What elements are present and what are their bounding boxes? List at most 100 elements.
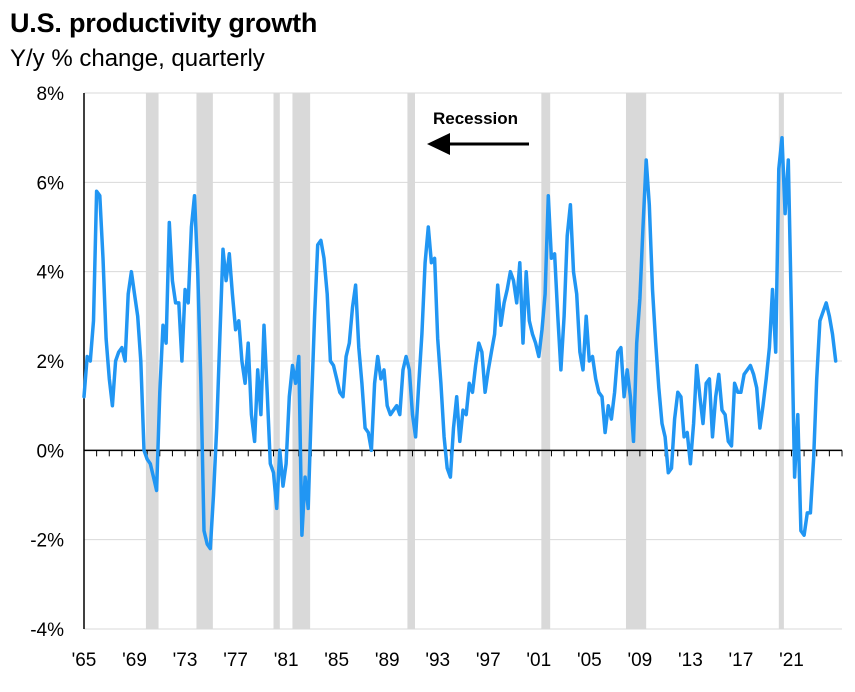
- data-point: [610, 418, 613, 420]
- data-point: [253, 440, 256, 442]
- data-point: [225, 280, 227, 282]
- data-point: [389, 414, 391, 416]
- data-point: [547, 195, 549, 197]
- data-point: [535, 342, 537, 344]
- data-point: [130, 271, 132, 273]
- data-point: [740, 391, 742, 393]
- data-point: [670, 467, 673, 469]
- data-point: [683, 436, 685, 438]
- data-point: [664, 436, 666, 438]
- data-point: [187, 302, 189, 304]
- data-point: [806, 512, 808, 514]
- x-axis-ticks: '65 '69 '73 '77 '81 '85 '89 '93 '97 '01 '05 '09 '13 '…: [72, 450, 843, 671]
- x-tick-label: '65: [72, 650, 97, 671]
- data-point: [819, 320, 821, 322]
- data-point: [724, 414, 726, 416]
- data-point: [459, 440, 461, 442]
- data-point: [468, 382, 470, 384]
- data-point: [519, 262, 521, 264]
- data-point: [320, 239, 322, 241]
- data-point: [721, 409, 723, 411]
- data-point: [272, 472, 275, 474]
- data-point: [152, 476, 155, 478]
- data-point: [266, 391, 268, 393]
- data-point: [291, 364, 294, 367]
- data-point: [392, 409, 395, 411]
- data-point: [471, 391, 474, 393]
- data-point: [629, 396, 631, 398]
- data-point: [825, 302, 827, 304]
- data-point: [313, 315, 316, 317]
- data-point: [282, 485, 284, 487]
- data-point: [639, 297, 641, 300]
- data-point: [342, 396, 344, 398]
- data-point: [108, 378, 110, 380]
- data-point: [124, 360, 126, 362]
- data-point: [348, 342, 350, 344]
- data-point: [661, 422, 663, 425]
- data-point: [475, 364, 477, 367]
- x-tick-label: '89: [375, 650, 400, 671]
- data-point: [803, 534, 805, 536]
- data-point: [749, 364, 752, 367]
- data-point: [702, 422, 704, 425]
- data-point: [784, 213, 786, 215]
- data-point: [159, 391, 161, 393]
- y-tick-label: 0%: [37, 441, 65, 462]
- x-tick-label: '05: [577, 650, 602, 671]
- data-point: [111, 405, 114, 407]
- data-point: [127, 293, 129, 295]
- data-point: [260, 414, 262, 416]
- data-point: [427, 226, 429, 228]
- data-point: [206, 543, 208, 545]
- series-layer: [82, 135, 838, 551]
- data-point: [102, 257, 104, 259]
- data-point: [263, 324, 265, 326]
- data-point: [133, 293, 136, 295]
- data-point: [307, 507, 309, 509]
- data-point: [692, 422, 695, 425]
- data-point: [576, 293, 578, 295]
- y-tick-label: 4%: [37, 263, 65, 284]
- data-point: [648, 204, 650, 206]
- data-point: [279, 449, 281, 451]
- data-point: [512, 280, 515, 282]
- data-point: [598, 391, 600, 393]
- data-point: [503, 302, 505, 304]
- data-point: [408, 369, 410, 371]
- data-point: [370, 449, 373, 451]
- data-point: [560, 369, 562, 371]
- data-point: [516, 302, 518, 304]
- data-point: [396, 405, 398, 407]
- data-point: [373, 382, 376, 384]
- data-point: [768, 347, 770, 349]
- data-point: [174, 302, 177, 304]
- x-tick-label: '69: [122, 650, 147, 671]
- data-point: [241, 360, 243, 362]
- data-point: [809, 512, 812, 514]
- data-point: [304, 476, 306, 478]
- data-point: [831, 333, 834, 335]
- data-point: [614, 391, 616, 393]
- data-point: [83, 396, 85, 398]
- data-point: [715, 396, 717, 398]
- x-tick-label: '09: [627, 650, 652, 671]
- data-point: [781, 137, 783, 139]
- data-point: [168, 221, 170, 224]
- data-point: [787, 159, 789, 161]
- x-tick-label: '81: [274, 650, 299, 671]
- data-point: [257, 369, 259, 371]
- data-point: [399, 414, 401, 416]
- data-point: [604, 431, 606, 434]
- data-point: [522, 342, 524, 344]
- data-point: [677, 391, 679, 393]
- data-point: [415, 436, 417, 438]
- data-point: [607, 405, 609, 407]
- data-point: [355, 284, 357, 286]
- x-tick-label: '13: [678, 650, 703, 671]
- data-point: [686, 431, 688, 434]
- data-point: [550, 257, 553, 259]
- data-point: [493, 333, 496, 335]
- data-point: [636, 342, 638, 344]
- data-point: [446, 467, 448, 469]
